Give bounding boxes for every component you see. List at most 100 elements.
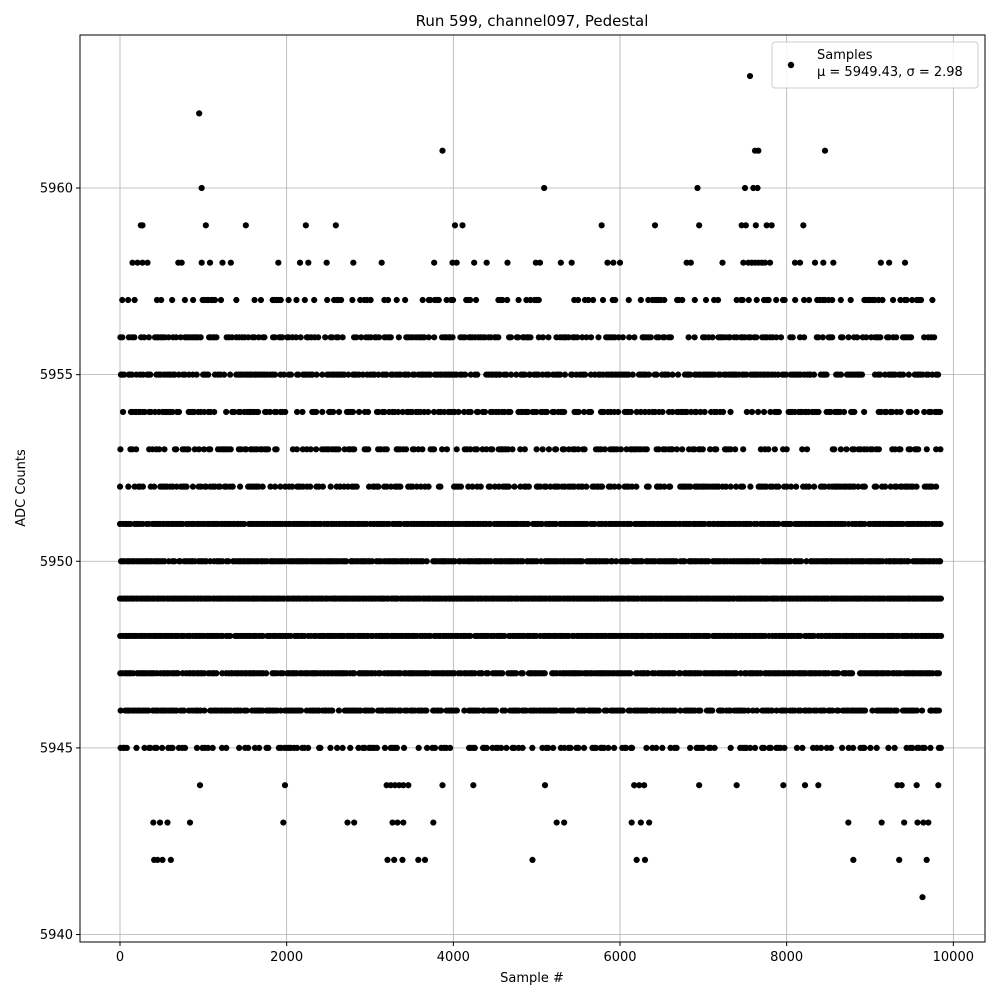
sample-point	[381, 408, 388, 416]
sample-point	[457, 483, 465, 490]
sample-point	[740, 446, 747, 453]
sample-point	[301, 296, 308, 304]
sample-point	[681, 558, 688, 565]
sample-point	[861, 744, 868, 752]
sample-point	[850, 856, 857, 863]
sample-point	[923, 856, 930, 863]
sample-point	[569, 707, 577, 714]
sample-point	[799, 446, 806, 453]
sample-point	[117, 707, 124, 714]
sample-point	[918, 707, 926, 714]
sample-point	[227, 632, 234, 640]
y-tick-label: 5955	[40, 368, 73, 383]
sample-point	[195, 446, 203, 453]
sample-point	[369, 558, 376, 565]
sample-point	[443, 446, 451, 453]
sample-point	[545, 371, 552, 378]
sample-point	[768, 707, 776, 714]
sample-point	[227, 259, 234, 266]
sample-point	[307, 483, 314, 490]
sample-point	[384, 296, 392, 304]
sample-point	[900, 371, 907, 378]
sample-point	[462, 371, 469, 378]
sample-point	[614, 408, 622, 416]
sample-point	[507, 371, 515, 378]
sample-point	[929, 296, 936, 304]
sample-point	[470, 782, 477, 789]
sample-point	[335, 707, 343, 714]
sample-point	[847, 296, 854, 304]
sample-point	[205, 371, 212, 378]
sample-point	[673, 744, 680, 752]
sample-point	[263, 670, 270, 677]
x-axis-label: Sample #	[500, 971, 564, 986]
sample-point	[755, 408, 762, 416]
sample-point	[599, 296, 607, 304]
sample-point	[289, 483, 296, 490]
sample-point	[760, 408, 768, 416]
sample-point	[251, 296, 258, 304]
sample-point	[400, 744, 408, 752]
sample-point	[765, 296, 772, 304]
sample-point	[748, 408, 756, 416]
sample-point	[567, 744, 574, 752]
sample-point	[696, 782, 703, 789]
sample-point	[145, 707, 152, 714]
sample-point	[855, 483, 862, 490]
sample-point	[527, 334, 534, 341]
sample-point	[353, 483, 360, 490]
sample-point	[393, 744, 401, 752]
sample-point	[726, 334, 734, 341]
sample-point	[453, 707, 460, 714]
sample-point	[877, 334, 884, 341]
sample-point	[553, 819, 560, 826]
sample-point	[583, 334, 590, 341]
sample-point	[254, 408, 262, 416]
sample-point	[757, 670, 764, 677]
sample-point	[467, 296, 474, 304]
sample-point	[431, 334, 438, 341]
sample-point	[295, 371, 302, 378]
sample-point	[119, 296, 126, 304]
sample-point	[449, 296, 457, 304]
sample-point	[595, 707, 602, 714]
sample-point	[545, 334, 552, 341]
sample-point	[837, 446, 844, 453]
sample-point	[484, 670, 492, 677]
sample-point	[285, 296, 292, 304]
x-axis-ticks: 0 2000 4000 6000 8000 10000	[116, 942, 974, 965]
sample-point	[552, 520, 560, 528]
sample-point	[535, 296, 542, 304]
sample-point	[722, 483, 730, 490]
sample-point	[116, 483, 124, 490]
sample-point	[297, 334, 304, 341]
sample-point	[400, 782, 407, 789]
sample-point	[691, 334, 698, 341]
sample-point	[827, 744, 835, 752]
sample-point	[775, 483, 782, 490]
sample-point	[517, 446, 524, 453]
sample-point	[936, 408, 944, 416]
sample-point	[823, 371, 830, 378]
sample-point	[801, 296, 808, 304]
sample-point	[815, 408, 822, 416]
sample-point	[581, 371, 589, 378]
sample-point	[541, 782, 549, 789]
sample-point	[839, 744, 846, 752]
sample-point	[625, 558, 632, 565]
sample-point	[886, 259, 893, 266]
sample-point	[391, 856, 398, 863]
sample-point	[753, 296, 760, 304]
sample-point	[605, 744, 612, 752]
sample-point	[598, 222, 605, 229]
sample-point	[752, 222, 759, 229]
sample-point	[397, 707, 404, 714]
sample-point	[909, 296, 916, 304]
sample-point	[529, 856, 536, 863]
sample-point	[641, 782, 648, 789]
sample-point	[869, 707, 876, 714]
sample-point	[541, 184, 548, 192]
sample-point	[628, 483, 636, 490]
sample-point	[156, 446, 163, 453]
sample-point	[334, 744, 341, 752]
